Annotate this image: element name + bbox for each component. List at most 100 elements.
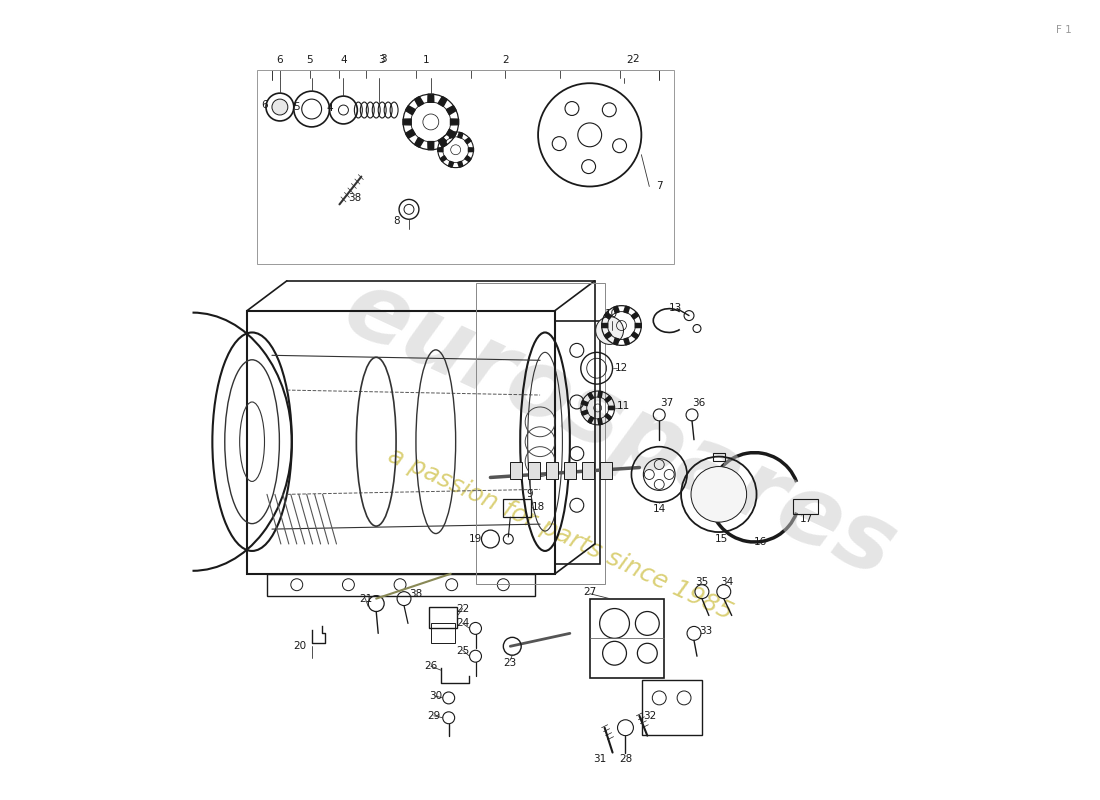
Bar: [590, 598, 664, 678]
Text: 33: 33: [700, 626, 713, 636]
Polygon shape: [605, 396, 612, 402]
Polygon shape: [451, 119, 459, 125]
Polygon shape: [587, 417, 594, 423]
Text: 16: 16: [754, 537, 767, 547]
Bar: [504, 499, 531, 517]
Polygon shape: [631, 312, 639, 319]
Polygon shape: [447, 129, 456, 138]
Text: 4: 4: [327, 103, 333, 113]
Text: 4: 4: [340, 55, 346, 66]
Text: 38: 38: [409, 589, 422, 598]
Text: 3: 3: [379, 54, 386, 64]
Text: 37: 37: [661, 398, 674, 408]
Text: 19: 19: [469, 534, 482, 544]
Text: 26: 26: [425, 661, 438, 671]
Text: 14: 14: [652, 504, 666, 514]
Polygon shape: [604, 312, 612, 319]
Bar: [510, 462, 522, 479]
Polygon shape: [465, 156, 471, 162]
Polygon shape: [605, 414, 612, 420]
Text: 38: 38: [348, 194, 361, 203]
Polygon shape: [449, 132, 453, 138]
Text: a passion for parts since 1985: a passion for parts since 1985: [384, 443, 736, 625]
Text: 34: 34: [720, 577, 734, 586]
Text: 2: 2: [626, 55, 632, 66]
Bar: [582, 462, 594, 479]
Polygon shape: [438, 138, 447, 147]
Text: 35: 35: [695, 577, 708, 586]
Polygon shape: [458, 162, 463, 167]
Text: 5: 5: [294, 102, 300, 112]
Text: 6: 6: [262, 100, 268, 110]
Text: 21: 21: [360, 594, 373, 604]
Text: 3: 3: [378, 55, 385, 66]
Polygon shape: [440, 138, 447, 144]
Bar: [429, 606, 456, 629]
Polygon shape: [465, 138, 471, 144]
Polygon shape: [415, 138, 424, 147]
Polygon shape: [438, 148, 443, 152]
Text: 28: 28: [619, 754, 632, 765]
Polygon shape: [458, 132, 463, 138]
Text: eurospares: eurospares: [329, 262, 910, 598]
Polygon shape: [604, 332, 612, 338]
Text: 8: 8: [393, 216, 399, 226]
Text: 22: 22: [456, 603, 470, 614]
Polygon shape: [406, 129, 416, 138]
Bar: [642, 680, 702, 734]
Polygon shape: [447, 106, 456, 114]
Bar: [564, 462, 575, 479]
Polygon shape: [614, 306, 619, 313]
Polygon shape: [624, 306, 629, 313]
Polygon shape: [581, 410, 589, 415]
Bar: [600, 462, 612, 479]
Polygon shape: [469, 148, 473, 152]
Text: 30: 30: [429, 691, 442, 701]
Text: 25: 25: [456, 646, 470, 656]
Circle shape: [596, 317, 624, 344]
Text: 29: 29: [427, 710, 440, 721]
Text: 31: 31: [593, 754, 606, 765]
Polygon shape: [404, 119, 411, 125]
Bar: [431, 623, 454, 643]
Bar: [528, 462, 540, 479]
Bar: [475, 283, 605, 584]
Polygon shape: [406, 106, 416, 114]
Polygon shape: [581, 401, 589, 406]
Text: 15: 15: [715, 534, 728, 544]
Text: 10: 10: [605, 309, 618, 318]
Text: 24: 24: [456, 618, 470, 629]
Bar: [257, 70, 674, 264]
Text: 32: 32: [642, 710, 656, 721]
Polygon shape: [587, 393, 594, 399]
Polygon shape: [415, 97, 424, 106]
Text: 23: 23: [504, 658, 517, 668]
Polygon shape: [602, 323, 608, 327]
Polygon shape: [440, 156, 447, 162]
Bar: [793, 499, 818, 514]
Text: 11: 11: [617, 401, 630, 411]
Polygon shape: [598, 391, 602, 398]
Bar: [713, 453, 725, 461]
Polygon shape: [631, 332, 639, 338]
Text: F 1: F 1: [1056, 25, 1071, 34]
Polygon shape: [608, 406, 615, 410]
Polygon shape: [614, 338, 619, 345]
Text: 17: 17: [800, 514, 813, 524]
Text: 13: 13: [669, 302, 682, 313]
Polygon shape: [624, 338, 629, 345]
Bar: [267, 574, 535, 596]
Text: 20: 20: [294, 642, 306, 651]
Polygon shape: [428, 94, 433, 102]
Polygon shape: [598, 418, 602, 425]
Text: 5: 5: [307, 55, 314, 66]
Text: 1: 1: [422, 55, 429, 66]
Text: 27: 27: [583, 586, 596, 597]
Text: 2: 2: [632, 54, 639, 64]
Text: 2: 2: [502, 55, 508, 66]
Text: 7: 7: [656, 182, 662, 191]
Bar: [556, 321, 600, 564]
Circle shape: [691, 466, 747, 522]
Polygon shape: [449, 162, 453, 167]
Text: 6: 6: [276, 55, 283, 66]
